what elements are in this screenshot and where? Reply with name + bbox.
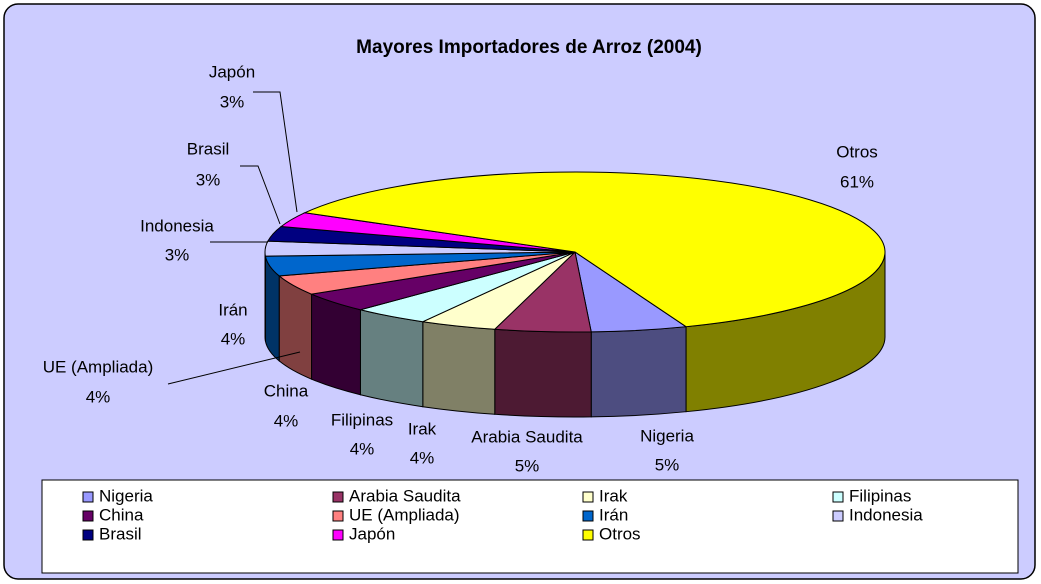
legend-swatch (82, 491, 94, 503)
pie-side (494, 328, 592, 418)
data-label-name: Arabia Saudita (471, 427, 583, 446)
leader-line (167, 351, 301, 385)
legend-swatch (832, 510, 844, 522)
data-label-value: 5% (515, 456, 540, 475)
data-label-value: 4% (86, 387, 111, 406)
leader-line (253, 91, 298, 213)
data-label-name: Filipinas (331, 410, 393, 429)
legend-label: UE (Ampliada) (349, 505, 460, 524)
data-label-name: Irán (218, 300, 247, 319)
legend-label: Irán (599, 505, 628, 524)
legend-label: China (99, 505, 144, 524)
legend-swatch (332, 510, 344, 522)
data-label-value: 4% (274, 411, 299, 430)
data-label-value: 4% (350, 439, 375, 458)
data-label-name: Brasil (187, 139, 230, 158)
data-label-name: Irak (408, 419, 437, 438)
data-label-value: 3% (165, 245, 190, 264)
data-label-name: Japón (209, 62, 255, 81)
data-label-value: 4% (221, 329, 246, 348)
legend-label: Arabia Saudita (349, 486, 461, 505)
legend-label: Brasil (99, 524, 142, 543)
data-label-value: 61% (840, 172, 874, 191)
pie-side (590, 326, 687, 418)
legend-box (41, 479, 1019, 574)
legend-swatch (582, 510, 594, 522)
data-label-name: Indonesia (140, 216, 214, 235)
legend-label: Irak (599, 486, 628, 505)
legend-label: Otros (599, 524, 641, 543)
legend-label: Nigeria (99, 486, 153, 505)
legend-swatch (832, 491, 844, 503)
data-label-value: 4% (410, 448, 435, 467)
legend-swatch (332, 491, 344, 503)
data-label-name: Nigeria (640, 426, 694, 445)
pie-slice (303, 171, 886, 328)
legend-label: Japón (349, 524, 395, 543)
data-label-value: 5% (655, 455, 680, 474)
pie-side (359, 309, 424, 408)
legend-label: Indonesia (849, 505, 923, 524)
data-label-name: Otros (836, 142, 878, 161)
data-label-value: 3% (220, 92, 245, 111)
data-label-value: 3% (196, 170, 221, 189)
data-label-name: China (264, 381, 309, 400)
data-label-name: UE (Ampliada) (43, 357, 154, 376)
legend-swatch (82, 529, 94, 541)
leader-line (240, 165, 281, 225)
chart-title: Mayores Importadores de Arroz (2004) (356, 37, 702, 58)
pie-side (311, 293, 361, 396)
legend-label: Filipinas (849, 486, 911, 505)
legend-swatch (582, 529, 594, 541)
legend-swatch (582, 491, 594, 503)
pie-side (422, 321, 496, 415)
legend-swatch (332, 529, 344, 541)
legend-swatch (82, 510, 94, 522)
